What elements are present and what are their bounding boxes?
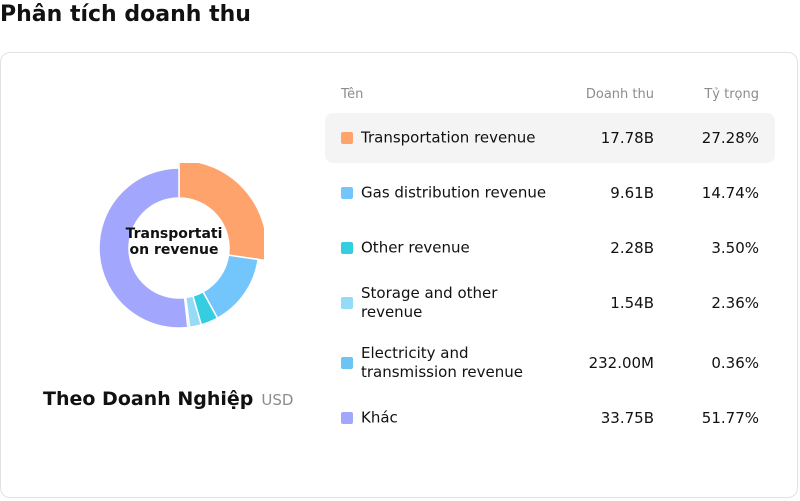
chart-footer: Theo Doanh Nghiệp USD <box>43 388 293 410</box>
legend-value: 232.00M <box>588 354 654 372</box>
legend-row-storage[interactable]: Storage and other revenue 1.54B 2.36% <box>325 273 775 333</box>
header-name: Tên <box>341 87 364 102</box>
legend-swatch <box>341 132 353 144</box>
legend-value: 1.54B <box>610 294 654 312</box>
donut-center-label: Transportation revenue <box>125 226 223 258</box>
legend-value: 2.28B <box>610 239 654 257</box>
legend-name: Storage and other revenue <box>361 284 498 321</box>
legend-row-khac[interactable]: Khác 33.75B 51.77% <box>325 393 775 443</box>
chart-title: Theo Doanh Nghiệp <box>43 388 254 410</box>
legend-share: 51.77% <box>701 409 759 427</box>
donut-chart[interactable] <box>94 163 264 333</box>
legend-share: 2.36% <box>711 294 759 312</box>
legend-value: 9.61B <box>610 184 654 202</box>
legend-swatch <box>341 297 353 309</box>
table-header: Tên Doanh thu Tỷ trọng <box>325 78 775 113</box>
legend-swatch <box>341 242 353 254</box>
legend-swatch <box>341 412 353 424</box>
header-share: Tỷ trọng <box>704 87 759 102</box>
legend-share: 3.50% <box>711 239 759 257</box>
legend-row-gas-distribution[interactable]: Gas distribution revenue 9.61B 14.74% <box>325 163 775 223</box>
legend-row-transportation[interactable]: Transportation revenue 17.78B 27.28% <box>325 113 775 163</box>
legend-table: Tên Doanh thu Tỷ trọng Transportation re… <box>325 78 775 443</box>
legend-name: Electricity and transmission revenue <box>361 344 524 381</box>
legend-share: 27.28% <box>701 129 759 147</box>
legend-swatch <box>341 357 353 369</box>
legend-name: Transportation revenue <box>361 128 536 147</box>
legend-name: Other revenue <box>361 238 470 257</box>
legend-share: 14.74% <box>701 184 759 202</box>
legend-name: Gas distribution revenue <box>361 183 547 202</box>
header-revenue: Doanh thu <box>585 87 654 102</box>
legend-row-electricity[interactable]: Electricity and transmission revenue 232… <box>325 333 775 393</box>
legend-value: 17.78B <box>600 129 654 147</box>
donut-slice-5[interactable] <box>98 167 189 329</box>
legend-share: 0.36% <box>711 354 759 372</box>
legend-name: Khác <box>361 408 398 427</box>
unit-label: USD <box>261 391 294 409</box>
legend-row-other[interactable]: Other revenue 2.28B 3.50% <box>325 223 775 273</box>
legend-swatch <box>341 187 353 199</box>
page-title: Phân tích doanh thu <box>0 2 251 27</box>
donut-slice-0[interactable] <box>178 163 264 262</box>
legend-value: 33.75B <box>600 409 654 427</box>
